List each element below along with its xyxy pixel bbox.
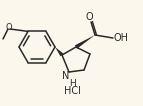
- Text: HCl: HCl: [63, 86, 80, 96]
- Text: N: N: [62, 71, 70, 81]
- Text: O: O: [6, 24, 12, 33]
- Polygon shape: [55, 47, 63, 56]
- Text: O: O: [85, 12, 93, 22]
- Text: OH: OH: [114, 33, 129, 43]
- Polygon shape: [75, 35, 95, 49]
- Text: H: H: [70, 79, 76, 87]
